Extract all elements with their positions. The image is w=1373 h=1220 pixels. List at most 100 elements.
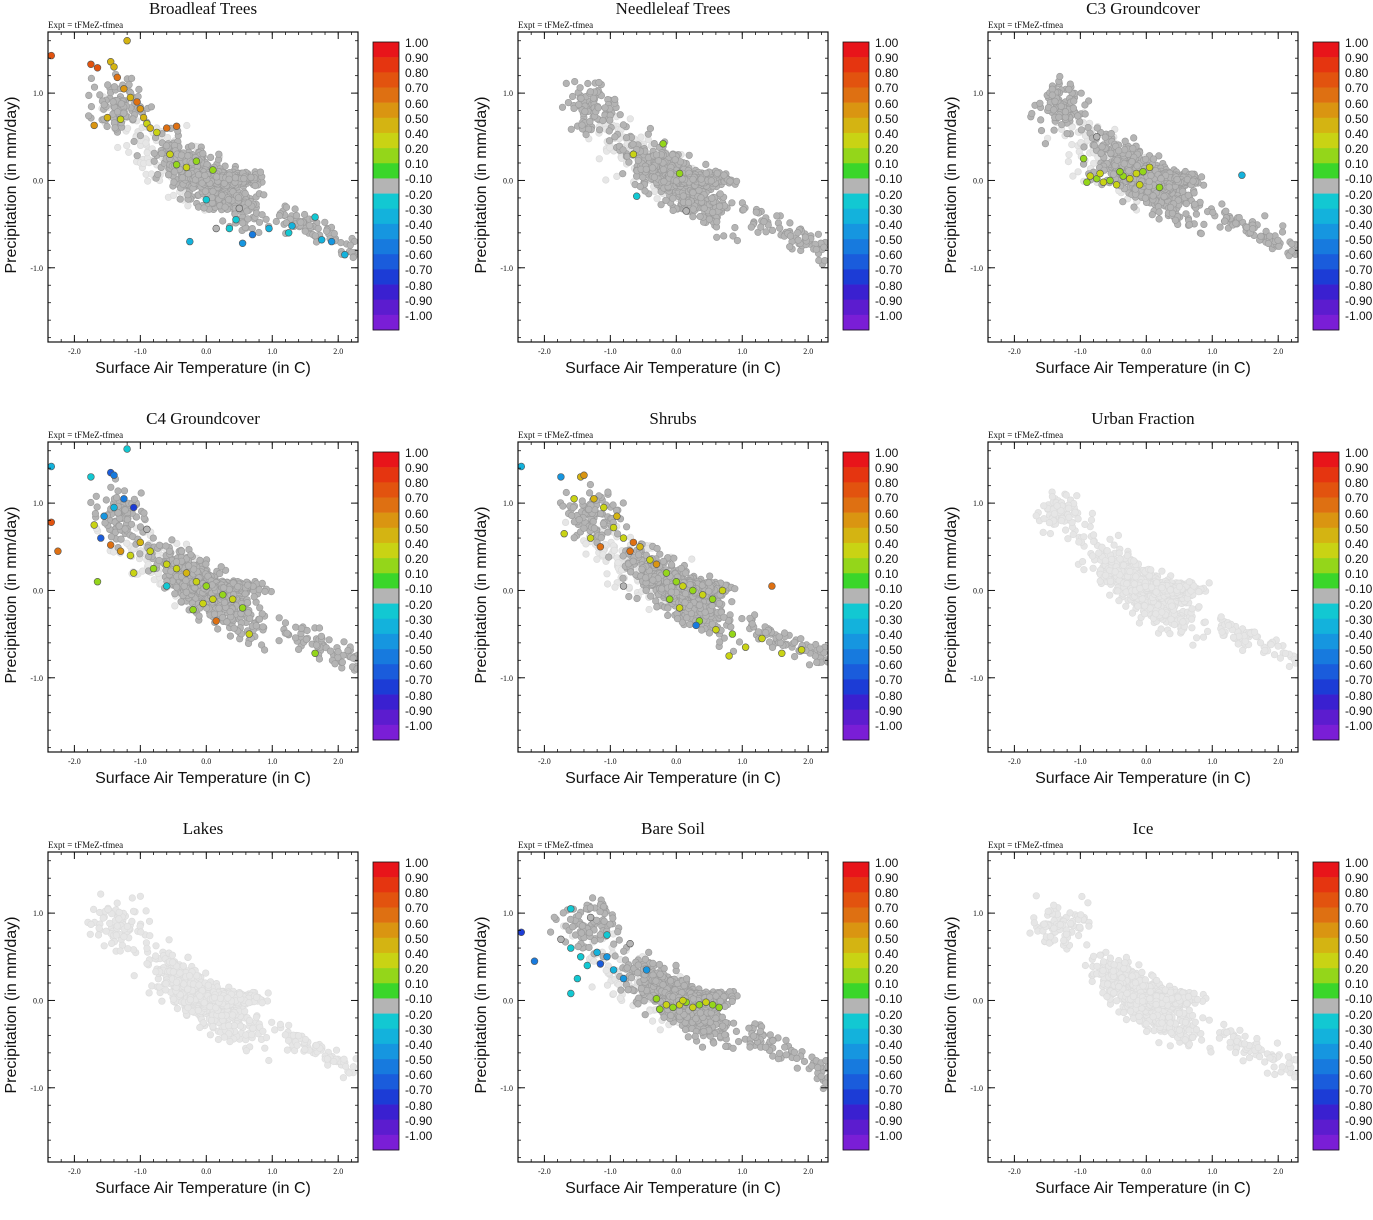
- correlation-point: [199, 599, 207, 608]
- background-point: [120, 487, 129, 495]
- colorbar-label: -1.00: [1345, 308, 1373, 323]
- correlation-point: [209, 595, 217, 603]
- background-point: [582, 131, 590, 139]
- background-point: [185, 562, 193, 570]
- correlation-point: [149, 564, 158, 573]
- background-point: [349, 253, 357, 262]
- correlation-point: [120, 85, 128, 93]
- colorbar-swatch: [1313, 163, 1339, 179]
- background-point: [1249, 225, 1257, 233]
- background-point: [295, 645, 303, 653]
- correlation-point: [238, 604, 247, 612]
- colorbar-swatch: [373, 208, 399, 225]
- background-point: [163, 142, 171, 150]
- background-point: [1149, 192, 1157, 200]
- background-point: [1081, 110, 1089, 118]
- correlation-point: [126, 93, 135, 102]
- background-point: [225, 175, 233, 183]
- background-point: [728, 199, 736, 207]
- correlation-point: [93, 64, 102, 72]
- experiment-label: Expt = tFMeZ-tfmea: [48, 20, 124, 30]
- correlation-point: [133, 98, 141, 106]
- background-point: [689, 175, 697, 183]
- background-point: [1119, 198, 1127, 206]
- colorbar-swatch: [373, 42, 399, 58]
- background-point: [801, 233, 809, 241]
- background-point: [321, 218, 329, 226]
- x-tick-label: 2.0: [333, 347, 343, 356]
- background-point: [1074, 112, 1082, 120]
- background-point: [1069, 104, 1077, 112]
- background-point: [346, 241, 354, 249]
- x-tick-label: 2.0: [1273, 347, 1283, 356]
- background-point: [562, 79, 570, 87]
- colorbar-frame: [372, 41, 400, 331]
- background-point: [605, 127, 613, 135]
- colorbar-swatch: [373, 467, 399, 483]
- background-point: [726, 177, 734, 185]
- background-point: [226, 632, 234, 640]
- background-point: [794, 236, 802, 244]
- background-point: [251, 182, 259, 190]
- background-point: [184, 191, 192, 199]
- background-point: [733, 177, 741, 185]
- colorbar-label: 0.80: [1345, 66, 1369, 81]
- y-tick-label: -1.0: [970, 264, 983, 273]
- background-point: [102, 496, 110, 504]
- background-point: [1198, 173, 1206, 181]
- background-point: [314, 224, 322, 233]
- background-point: [622, 134, 631, 142]
- background-point: [214, 625, 222, 633]
- colorbar-label: -0.90: [1345, 293, 1373, 308]
- background-point: [594, 104, 602, 112]
- scatter-plot: -2.0 -1.0 0.0 1.0 2.01.00.0-1.0: [30, 441, 400, 766]
- colorbar-label: 1.00: [1345, 36, 1369, 50]
- experiment-label: Expt = tFMeZ-tfmea: [988, 20, 1064, 30]
- background-point: [1279, 222, 1287, 230]
- background-point: [1145, 177, 1153, 186]
- colorbar-label: -1.00: [405, 308, 433, 323]
- background-point: [821, 257, 828, 265]
- background-point: [170, 178, 178, 186]
- background-point: [243, 207, 251, 215]
- background-point: [301, 210, 309, 219]
- background-point: [250, 593, 258, 601]
- background-point: [1121, 137, 1129, 145]
- correlation-point: [120, 495, 128, 503]
- background-point: [168, 536, 176, 544]
- background-point: [733, 237, 742, 245]
- background-point: [325, 636, 333, 644]
- background-point: [1288, 240, 1296, 248]
- x-tick-label: -1.0: [134, 347, 147, 356]
- colorbar-swatch: [1313, 269, 1339, 285]
- background-point: [739, 206, 748, 214]
- colorbar-label: 0.70: [405, 81, 429, 96]
- background-point: [184, 152, 192, 160]
- colorbar-label: 0.90: [405, 51, 429, 66]
- background-point: [649, 164, 657, 172]
- background-point: [568, 92, 577, 101]
- background-point: [121, 506, 129, 514]
- colorbar-label: -0.40: [405, 217, 433, 232]
- background-point: [281, 619, 290, 627]
- background-point: [225, 196, 233, 204]
- colorbar-swatch: [373, 178, 399, 194]
- background-point: [136, 550, 144, 558]
- background-point: [1070, 97, 1078, 105]
- colorbar-swatch: [843, 57, 869, 73]
- background-point: [1232, 219, 1240, 227]
- background-point: [154, 170, 162, 179]
- correlation-point: [327, 237, 336, 246]
- colorbar-label: -0.30: [405, 202, 433, 217]
- background-point: [117, 535, 125, 543]
- colorbar-swatch: [843, 254, 869, 270]
- background-point: [786, 243, 794, 251]
- background-point: [262, 215, 270, 223]
- colorbar-swatch: [843, 132, 869, 149]
- correlation-point: [126, 551, 135, 560]
- background-point: [96, 91, 104, 99]
- colorbar-label: 0.40: [875, 126, 899, 141]
- correlation-point: [87, 473, 95, 481]
- background-point: [1147, 171, 1155, 180]
- background-point: [331, 660, 339, 668]
